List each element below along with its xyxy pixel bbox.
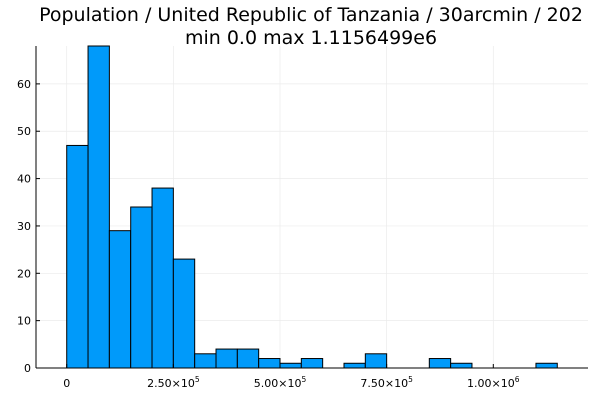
x-tick-label: 2.50×105 [147,375,200,390]
histogram-bar [450,362,473,369]
x-tick-labels: 0 2.50×105 5.00×105 7.50×105 1.00×106 [63,375,520,390]
histogram-bar [66,144,89,369]
histogram-bar [364,353,388,369]
x-tick-label: 7.50×105 [360,375,413,390]
histogram-bar [151,187,174,369]
axes [35,46,588,369]
histogram-bar [279,362,302,369]
x-tick-label: 1.00×106 [467,375,520,390]
histogram-bar [194,353,217,369]
histogram-bar [130,206,153,369]
y-tick-label: 20 [17,267,31,280]
histogram-bar [172,258,196,369]
histogram-bar [343,362,366,369]
y-tick-label: 0 [24,362,31,375]
y-tick-label: 40 [17,173,31,186]
histogram-bar [215,348,238,369]
x-tick-label: 5.00×105 [254,375,307,390]
histogram-bar [300,358,324,369]
histogram-bar [535,362,558,369]
histogram-bar [108,230,132,369]
histogram-bar [236,348,260,369]
histogram-bar [428,358,452,369]
x-tick-label: 0 [63,377,70,390]
y-tick-label: 10 [17,315,31,328]
y-tick-label: 30 [17,220,31,233]
y-tick-labels: 0 10 20 30 40 50 60 [17,78,31,375]
histogram-bar [87,45,110,369]
y-tick-label: 50 [17,125,31,138]
histogram-bar [258,358,281,369]
chart-title: Population / United Republic of Tanzania… [39,4,583,26]
histogram-bars [66,45,558,369]
y-tick-label: 60 [17,78,31,91]
chart-subtitle: min 0.0 max 1.1156499e6 [184,27,438,49]
